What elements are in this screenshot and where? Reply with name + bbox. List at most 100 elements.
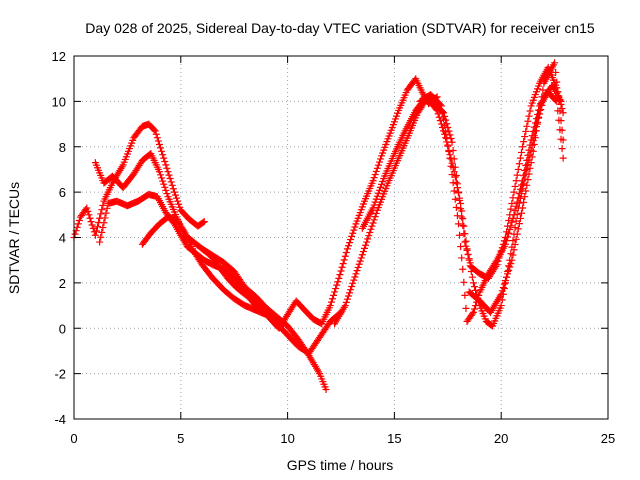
data-point — [157, 171, 165, 179]
data-point — [154, 137, 162, 145]
data-point — [512, 202, 520, 210]
data-point — [507, 260, 515, 268]
data-point — [350, 226, 358, 234]
data-point — [469, 308, 477, 316]
data-point — [436, 101, 444, 109]
data-point — [492, 258, 500, 266]
data-point — [371, 213, 379, 221]
y-tick-label: 8 — [59, 140, 66, 155]
data-point — [326, 302, 334, 310]
data-point — [161, 183, 169, 191]
data-point — [524, 151, 532, 159]
data-point — [159, 151, 167, 159]
data-point — [98, 206, 106, 214]
data-point — [164, 168, 172, 176]
data-point — [174, 197, 182, 205]
data-point — [458, 254, 466, 262]
data-point — [501, 277, 509, 285]
data-point — [456, 194, 464, 202]
data-point — [434, 110, 442, 118]
data-point — [341, 252, 349, 260]
data-point — [507, 205, 515, 213]
data-point — [343, 295, 351, 303]
data-point — [446, 154, 454, 162]
data-point — [161, 157, 169, 165]
data-point — [377, 155, 385, 163]
x-tick-label: 20 — [494, 431, 508, 446]
data-point — [460, 222, 468, 230]
data-point — [348, 232, 356, 240]
data-point — [101, 214, 109, 222]
data-point — [526, 164, 534, 172]
data-point — [440, 115, 448, 123]
data-point — [510, 246, 518, 254]
data-point — [371, 198, 379, 206]
data-point — [349, 229, 357, 237]
data-point — [150, 126, 158, 134]
data-point — [102, 209, 110, 217]
series-track-a — [70, 120, 208, 241]
data-point — [511, 224, 519, 232]
data-point — [532, 127, 540, 135]
data-point — [551, 59, 559, 67]
data-point — [530, 140, 538, 148]
data-point — [349, 279, 357, 287]
data-point — [162, 186, 170, 194]
data-point — [92, 227, 100, 235]
data-point — [199, 218, 207, 226]
data-point — [497, 290, 505, 298]
data-point — [379, 177, 387, 185]
data-point — [453, 184, 461, 192]
data-point — [522, 187, 530, 195]
data-point — [471, 305, 478, 313]
data-point — [555, 97, 563, 105]
data-point — [348, 283, 356, 291]
data-point — [354, 263, 362, 271]
data-point — [538, 93, 546, 101]
data-point — [374, 161, 382, 169]
data-point — [97, 210, 105, 218]
data-point — [469, 279, 477, 287]
data-point — [462, 237, 470, 245]
data-point — [466, 262, 474, 270]
data-point — [333, 281, 341, 289]
y-tick-label: -2 — [54, 367, 66, 382]
data-point — [459, 221, 467, 229]
data-point — [370, 216, 378, 224]
data-point — [162, 161, 170, 169]
data-point — [472, 286, 480, 294]
data-point — [360, 244, 368, 252]
data-point — [328, 295, 336, 303]
data-point — [520, 198, 528, 206]
y-tick-label: 12 — [52, 49, 66, 64]
data-point — [503, 273, 511, 281]
data-point — [523, 181, 531, 189]
data-point — [369, 177, 377, 185]
data-point — [522, 127, 530, 135]
data-point — [160, 180, 168, 188]
data-point — [83, 204, 91, 212]
data-point — [450, 187, 458, 195]
y-axis-label: SDTVAR / TECUs — [6, 182, 22, 294]
data-point — [171, 191, 179, 199]
data-point — [375, 186, 383, 194]
x-tick-label: 25 — [601, 431, 615, 446]
data-point — [444, 141, 452, 149]
data-point — [173, 194, 181, 202]
data-point — [167, 178, 175, 186]
data-point — [454, 220, 462, 228]
data-point — [516, 154, 524, 162]
data-point — [525, 112, 533, 120]
data-point — [506, 263, 514, 271]
data-point — [75, 216, 83, 224]
data-point — [559, 154, 567, 162]
data-point — [519, 177, 527, 185]
data-point — [368, 222, 376, 230]
data-point — [530, 123, 538, 131]
data-point — [356, 257, 364, 265]
y-tick-label: 0 — [59, 321, 66, 336]
x-axis-label: GPS time / hours — [287, 457, 394, 473]
data-point — [452, 203, 460, 211]
data-point — [93, 223, 101, 231]
data-point — [372, 209, 380, 217]
